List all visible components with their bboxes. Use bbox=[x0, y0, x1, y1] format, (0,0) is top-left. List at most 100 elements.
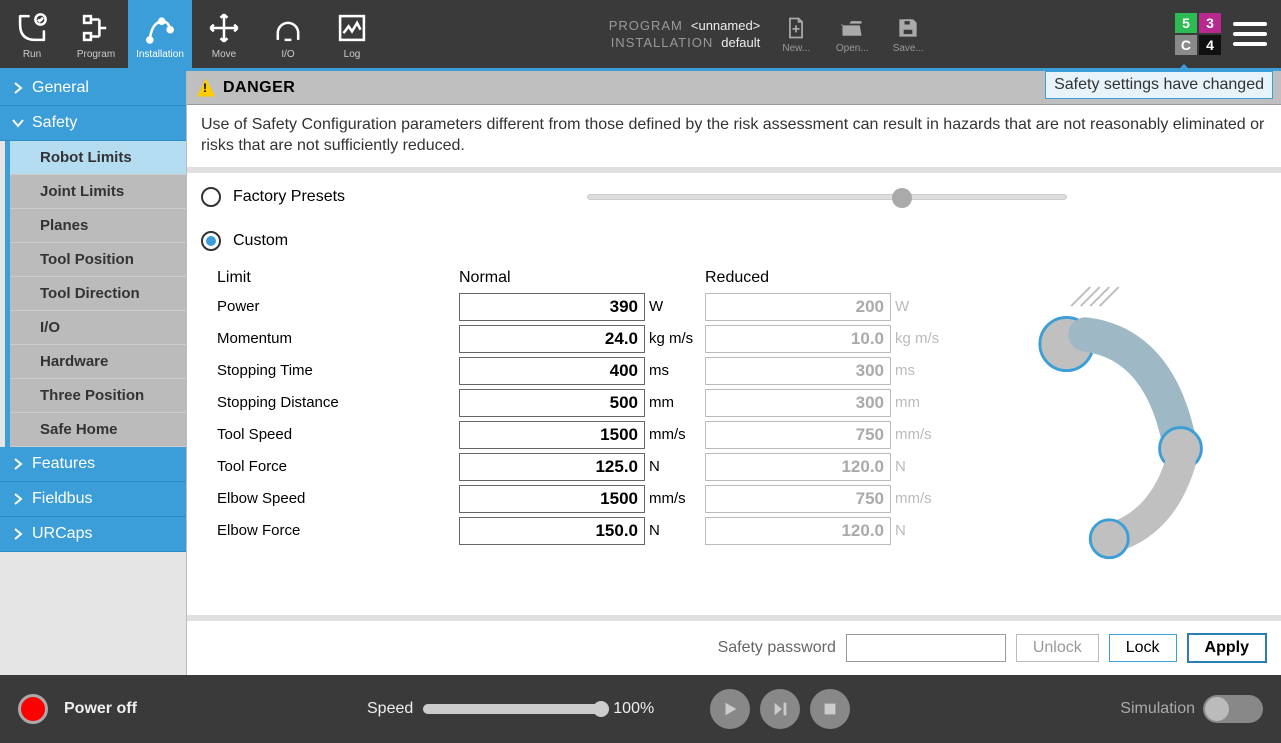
main-panel: DANGER Safety settings have changed Use … bbox=[187, 71, 1281, 675]
speed-slider[interactable] bbox=[423, 704, 603, 714]
speed-control: Speed 100% bbox=[367, 700, 654, 718]
file-open-label: Open... bbox=[836, 43, 869, 54]
normal-input[interactable] bbox=[459, 325, 645, 353]
nav-log[interactable]: Log bbox=[320, 0, 384, 68]
unlock-button[interactable]: Unlock bbox=[1016, 634, 1099, 662]
file-open[interactable]: Open... bbox=[824, 15, 880, 54]
installation-icon bbox=[141, 9, 179, 47]
sidebar-safety-io[interactable]: I/O bbox=[10, 311, 186, 345]
robot-illustration bbox=[961, 265, 1267, 565]
factory-presets-label: Factory Presets bbox=[233, 188, 345, 206]
sidebar-joint-limits[interactable]: Joint Limits bbox=[10, 175, 186, 209]
reduced-input[interactable] bbox=[705, 485, 891, 513]
program-key: PROGRAM bbox=[609, 18, 683, 33]
nav-installation-label: Installation bbox=[136, 49, 184, 60]
sidebar-fieldbus[interactable]: Fieldbus bbox=[0, 482, 186, 517]
limit-row: Stopping Timemsms bbox=[201, 355, 961, 387]
normal-input[interactable] bbox=[459, 453, 645, 481]
nav-io[interactable]: I/O bbox=[256, 0, 320, 68]
move-icon bbox=[205, 9, 243, 47]
sidebar-urcaps-label: URCaps bbox=[32, 525, 92, 543]
sidebar-tool-position[interactable]: Tool Position bbox=[10, 243, 186, 277]
play-button[interactable] bbox=[710, 689, 750, 729]
radio-custom[interactable] bbox=[201, 231, 221, 251]
sidebar-features[interactable]: Features bbox=[0, 447, 186, 482]
file-save-label: Save... bbox=[893, 43, 924, 54]
power-indicator[interactable] bbox=[18, 694, 48, 724]
reduced-input[interactable] bbox=[705, 517, 891, 545]
sidebar-safety[interactable]: Safety bbox=[0, 106, 186, 141]
nav-run[interactable]: Run bbox=[0, 0, 64, 68]
limit-row: Stopping Distancemmmm bbox=[201, 387, 961, 419]
run-icon bbox=[13, 9, 51, 47]
reduced-input[interactable] bbox=[705, 389, 891, 417]
normal-input[interactable] bbox=[459, 389, 645, 417]
normal-unit: W bbox=[645, 298, 695, 315]
sidebar-tool-direction[interactable]: Tool Direction bbox=[10, 277, 186, 311]
hamburger-menu[interactable] bbox=[1233, 22, 1267, 46]
hdr-normal: Normal bbox=[459, 269, 705, 287]
topbar-right: 5 3 C 4 bbox=[1161, 0, 1281, 68]
sidebar-robot-limits[interactable]: Robot Limits bbox=[10, 141, 186, 175]
reduced-input[interactable] bbox=[705, 453, 891, 481]
file-save[interactable]: Save... bbox=[880, 15, 936, 54]
sidebar-safe-home[interactable]: Safe Home bbox=[10, 413, 186, 447]
grid-a: 5 bbox=[1175, 13, 1197, 33]
normal-input[interactable] bbox=[459, 517, 645, 545]
file-new-icon bbox=[783, 15, 809, 41]
reduced-input[interactable] bbox=[705, 357, 891, 385]
reduced-input[interactable] bbox=[705, 325, 891, 353]
custom-label: Custom bbox=[233, 232, 288, 250]
program-value: <unnamed> bbox=[691, 18, 760, 33]
folder-icon bbox=[839, 15, 865, 41]
reduced-unit: mm bbox=[891, 394, 941, 411]
power-label: Power off bbox=[64, 700, 137, 718]
limit-label: Stopping Distance bbox=[201, 394, 459, 411]
program-icon bbox=[77, 9, 115, 47]
file-new[interactable]: New... bbox=[768, 15, 824, 54]
slider-thumb[interactable] bbox=[892, 188, 912, 208]
step-icon bbox=[771, 700, 789, 718]
nav-installation[interactable]: Installation bbox=[128, 0, 192, 68]
normal-unit: kg m/s bbox=[645, 330, 695, 347]
normal-input[interactable] bbox=[459, 357, 645, 385]
speed-thumb[interactable] bbox=[593, 701, 609, 717]
sidebar-urcaps[interactable]: URCaps bbox=[0, 517, 186, 552]
normal-input[interactable] bbox=[459, 485, 645, 513]
radio-factory-presets[interactable] bbox=[201, 187, 221, 207]
limit-row: Tool Speedmm/smm/s bbox=[201, 419, 961, 451]
limit-row: Elbow Speedmm/smm/s bbox=[201, 483, 961, 515]
playback-controls bbox=[710, 689, 850, 729]
presets-slider[interactable] bbox=[587, 194, 1067, 200]
password-input[interactable] bbox=[846, 634, 1006, 662]
normal-unit: mm/s bbox=[645, 490, 695, 507]
custom-row: Custom bbox=[187, 211, 1281, 259]
sidebar-three-position[interactable]: Three Position bbox=[10, 379, 186, 413]
reduced-input[interactable] bbox=[705, 293, 891, 321]
top-toolbar: Run Program Installation Move I/O Log PR… bbox=[0, 0, 1281, 68]
reduced-unit: N bbox=[891, 522, 941, 539]
file-buttons: New... Open... Save... bbox=[768, 0, 936, 68]
sidebar-planes[interactable]: Planes bbox=[10, 209, 186, 243]
nav-log-label: Log bbox=[344, 49, 361, 60]
apply-button[interactable]: Apply bbox=[1187, 633, 1267, 663]
lock-button[interactable]: Lock bbox=[1109, 634, 1177, 662]
reduced-input[interactable] bbox=[705, 421, 891, 449]
sidebar-hardware[interactable]: Hardware bbox=[10, 345, 186, 379]
danger-title: DANGER bbox=[223, 79, 295, 97]
nav-program[interactable]: Program bbox=[64, 0, 128, 68]
hdr-limit: Limit bbox=[201, 269, 459, 287]
danger-text: Use of Safety Configuration parameters d… bbox=[187, 105, 1281, 173]
simulation-toggle[interactable] bbox=[1203, 695, 1263, 723]
normal-input[interactable] bbox=[459, 421, 645, 449]
normal-unit: N bbox=[645, 458, 695, 475]
password-label: Safety password bbox=[718, 639, 836, 657]
sidebar-general[interactable]: General bbox=[0, 71, 186, 106]
nav-move[interactable]: Move bbox=[192, 0, 256, 68]
stop-button[interactable] bbox=[810, 689, 850, 729]
notice-text: Safety settings have changed bbox=[1054, 76, 1264, 93]
chevron-down-icon bbox=[12, 117, 24, 129]
normal-input[interactable] bbox=[459, 293, 645, 321]
step-button[interactable] bbox=[760, 689, 800, 729]
limit-row: Tool ForceNN bbox=[201, 451, 961, 483]
